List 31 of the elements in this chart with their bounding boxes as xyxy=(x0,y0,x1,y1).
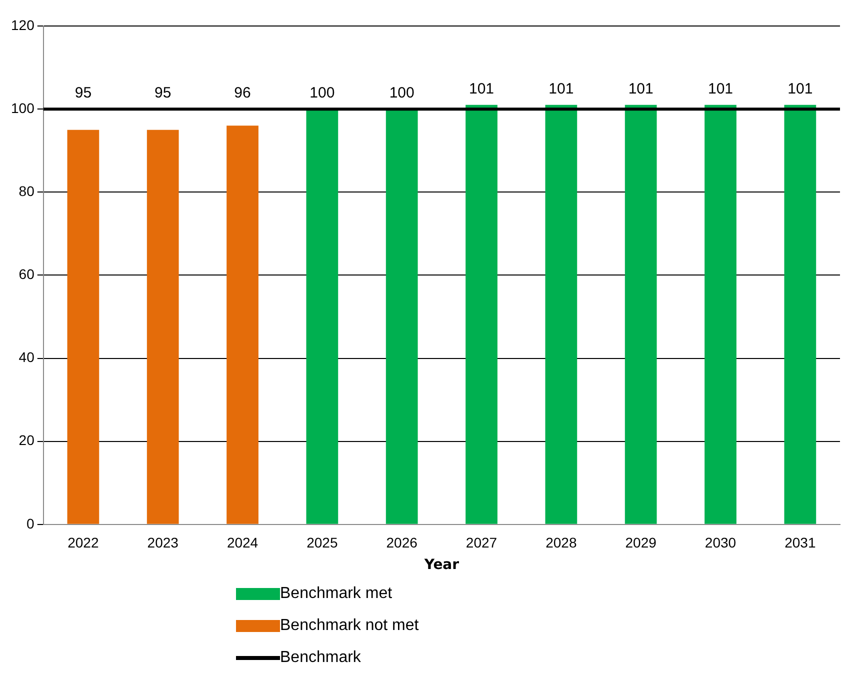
legend-label: Benchmark xyxy=(280,649,361,667)
y-tick-label: 80 xyxy=(18,182,35,199)
data-label: 95 xyxy=(74,84,92,102)
x-tick-label: 2030 xyxy=(704,534,736,551)
data-label: 100 xyxy=(310,84,335,102)
data-label: 101 xyxy=(628,80,654,98)
data-label: 100 xyxy=(389,84,414,102)
x-tick-label: 2024 xyxy=(226,534,258,551)
data-label: 101 xyxy=(548,80,574,98)
x-tick-label: 2023 xyxy=(147,534,179,551)
x-tick-label: 2026 xyxy=(386,534,418,551)
y-tick-label: 20 xyxy=(18,432,35,448)
data-label: 101 xyxy=(468,80,494,98)
y-tick-label: 100 xyxy=(11,100,35,116)
x-axis-title: Year xyxy=(423,557,460,574)
y-tick-label: 60 xyxy=(18,266,35,282)
y-tick-label: 120 xyxy=(11,16,35,33)
x-tick-label: 2031 xyxy=(784,534,816,551)
data-label: 101 xyxy=(788,80,813,98)
x-tick-label: 2028 xyxy=(546,534,577,551)
legend-label: Benchmark not met xyxy=(280,617,419,635)
x-tick-label: 2027 xyxy=(466,534,498,551)
x-tick-label: 2029 xyxy=(625,534,657,551)
data-label: 96 xyxy=(234,84,251,102)
y-tick-label: 0 xyxy=(26,515,35,532)
data-label: 101 xyxy=(708,80,734,98)
data-label: 95 xyxy=(154,84,172,102)
x-tick-label: 2025 xyxy=(306,534,338,551)
legend-label: Benchmark met xyxy=(280,585,392,603)
x-tick-label: 2022 xyxy=(68,534,99,551)
y-tick-label: 40 xyxy=(18,349,35,366)
